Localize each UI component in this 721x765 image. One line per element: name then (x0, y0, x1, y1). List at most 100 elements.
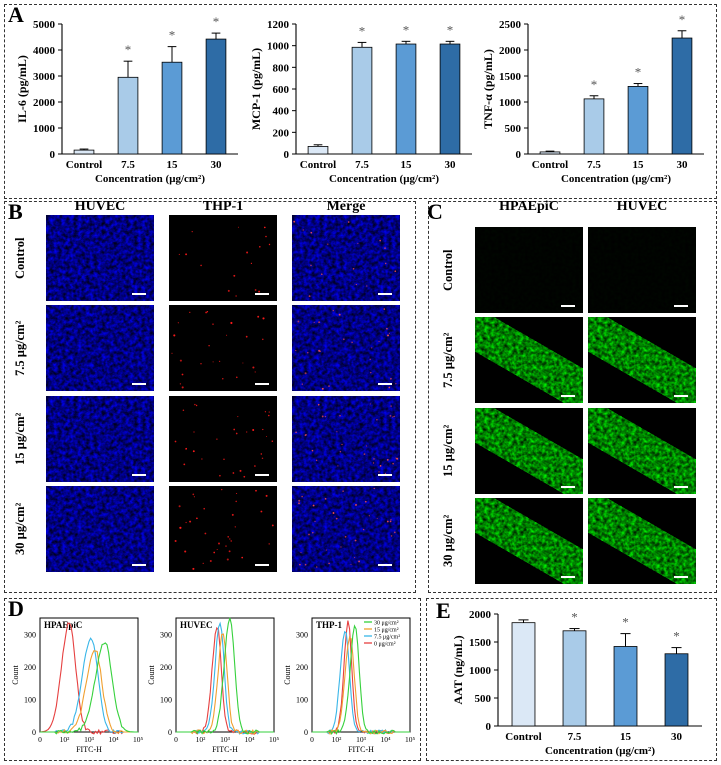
svg-text:30: 30 (671, 731, 683, 743)
svg-text:Control: Control (532, 159, 568, 171)
svg-text:600: 600 (273, 84, 290, 96)
svg-text:200: 200 (24, 663, 36, 672)
svg-text:2500: 2500 (499, 19, 522, 31)
svg-text:Count: Count (283, 664, 292, 684)
svg-text:400: 400 (273, 106, 290, 118)
svg-text:500: 500 (505, 123, 522, 135)
svg-text:10⁴: 10⁴ (108, 735, 119, 744)
svg-text:Concentration (μg/cm²): Concentration (μg/cm²) (545, 745, 655, 757)
svg-text:0: 0 (174, 735, 178, 744)
svg-text:10³: 10³ (356, 735, 367, 744)
svg-text:10⁵: 10⁵ (133, 735, 144, 744)
svg-text:*: * (571, 610, 578, 625)
svg-text:15: 15 (620, 731, 632, 743)
svg-text:200: 200 (296, 663, 308, 672)
svg-text:Count: Count (11, 664, 20, 684)
svg-text:10⁵: 10⁵ (269, 735, 280, 744)
svg-text:10⁴: 10⁴ (380, 735, 391, 744)
svg-text:10³: 10³ (220, 735, 231, 744)
svg-text:100: 100 (24, 695, 36, 704)
svg-text:*: * (213, 14, 220, 29)
svg-text:7.5: 7.5 (568, 731, 582, 743)
svg-text:7.5: 7.5 (121, 159, 135, 171)
svg-text:0: 0 (310, 735, 314, 744)
svg-text:*: * (679, 12, 686, 27)
svg-text:10²: 10² (196, 735, 207, 744)
svg-text:HUVEC: HUVEC (180, 620, 213, 630)
svg-text:5000: 5000 (33, 19, 56, 31)
svg-text:TNF-α (pg/mL): TNF-α (pg/mL) (481, 49, 495, 129)
svg-text:7.5: 7.5 (587, 159, 601, 171)
svg-text:1000: 1000 (469, 665, 492, 677)
svg-text:THP-1: THP-1 (316, 620, 342, 630)
svg-text:30: 30 (211, 159, 223, 171)
svg-text:300: 300 (160, 630, 172, 639)
svg-text:15: 15 (633, 159, 645, 171)
svg-text:1000: 1000 (33, 123, 56, 135)
svg-text:IL-6 (pg/mL): IL-6 (pg/mL) (15, 55, 29, 123)
svg-text:10⁵: 10⁵ (405, 735, 416, 744)
svg-text:4000: 4000 (33, 45, 56, 57)
svg-text:*: * (591, 77, 598, 92)
svg-text:100: 100 (296, 695, 308, 704)
svg-text:*: * (125, 42, 132, 57)
svg-text:1000: 1000 (499, 97, 522, 109)
svg-text:30: 30 (677, 159, 689, 171)
svg-text:Concentration (μg/cm²): Concentration (μg/cm²) (95, 173, 205, 185)
svg-text:7.5: 7.5 (355, 159, 369, 171)
svg-text:FITC-H: FITC-H (348, 745, 374, 754)
svg-text:Control: Control (66, 159, 102, 171)
svg-text:MCP-1 (pg/mL): MCP-1 (pg/mL) (249, 48, 263, 130)
svg-text:100: 100 (160, 695, 172, 704)
svg-text:300: 300 (296, 630, 308, 639)
svg-text:3000: 3000 (33, 71, 56, 83)
svg-text:FITC-H: FITC-H (212, 745, 238, 754)
svg-text:30 μg/cm²: 30 μg/cm² (374, 621, 399, 627)
svg-text:*: * (359, 23, 366, 38)
svg-text:1000: 1000 (267, 41, 290, 53)
svg-text:0: 0 (32, 728, 36, 737)
svg-text:7.5 μg/cm²: 7.5 μg/cm² (374, 635, 400, 641)
svg-text:*: * (622, 615, 629, 630)
svg-text:15: 15 (401, 159, 413, 171)
svg-text:300: 300 (24, 630, 36, 639)
svg-text:AAT (ng/mL): AAT (ng/mL) (451, 635, 465, 704)
svg-text:0: 0 (486, 721, 492, 733)
svg-text:2000: 2000 (499, 45, 522, 57)
svg-text:0 μg/cm²: 0 μg/cm² (374, 642, 396, 648)
svg-text:10³: 10³ (84, 735, 95, 744)
svg-text:*: * (673, 629, 680, 644)
svg-text:Concentration (μg/cm²): Concentration (μg/cm²) (561, 173, 671, 185)
svg-text:HPAEpiC: HPAEpiC (44, 620, 82, 630)
svg-text:0: 0 (304, 728, 308, 737)
svg-text:0: 0 (284, 149, 290, 161)
svg-text:2000: 2000 (33, 97, 56, 109)
svg-text:*: * (169, 28, 176, 43)
svg-text:10²: 10² (332, 735, 343, 744)
svg-text:1500: 1500 (499, 71, 522, 83)
svg-text:2000: 2000 (469, 609, 492, 621)
svg-text:*: * (447, 22, 454, 37)
svg-text:15 μg/cm²: 15 μg/cm² (374, 628, 399, 634)
svg-text:1200: 1200 (267, 19, 290, 31)
svg-text:Count: Count (147, 664, 156, 684)
svg-text:15: 15 (167, 159, 179, 171)
svg-text:Control: Control (505, 731, 541, 743)
svg-text:*: * (403, 22, 410, 37)
svg-text:0: 0 (168, 728, 172, 737)
svg-text:10⁴: 10⁴ (244, 735, 255, 744)
svg-text:Concentration (μg/cm²): Concentration (μg/cm²) (329, 173, 439, 185)
svg-text:0: 0 (50, 149, 56, 161)
svg-text:0: 0 (516, 149, 522, 161)
svg-text:FITC-H: FITC-H (76, 745, 102, 754)
svg-text:10²: 10² (60, 735, 71, 744)
svg-text:Control: Control (300, 159, 336, 171)
svg-text:500: 500 (475, 693, 492, 705)
svg-text:800: 800 (273, 62, 290, 74)
svg-text:200: 200 (273, 127, 290, 139)
svg-text:30: 30 (445, 159, 457, 171)
svg-text:0: 0 (38, 735, 42, 744)
svg-text:200: 200 (160, 663, 172, 672)
svg-text:*: * (635, 65, 642, 80)
svg-text:1500: 1500 (469, 637, 492, 649)
